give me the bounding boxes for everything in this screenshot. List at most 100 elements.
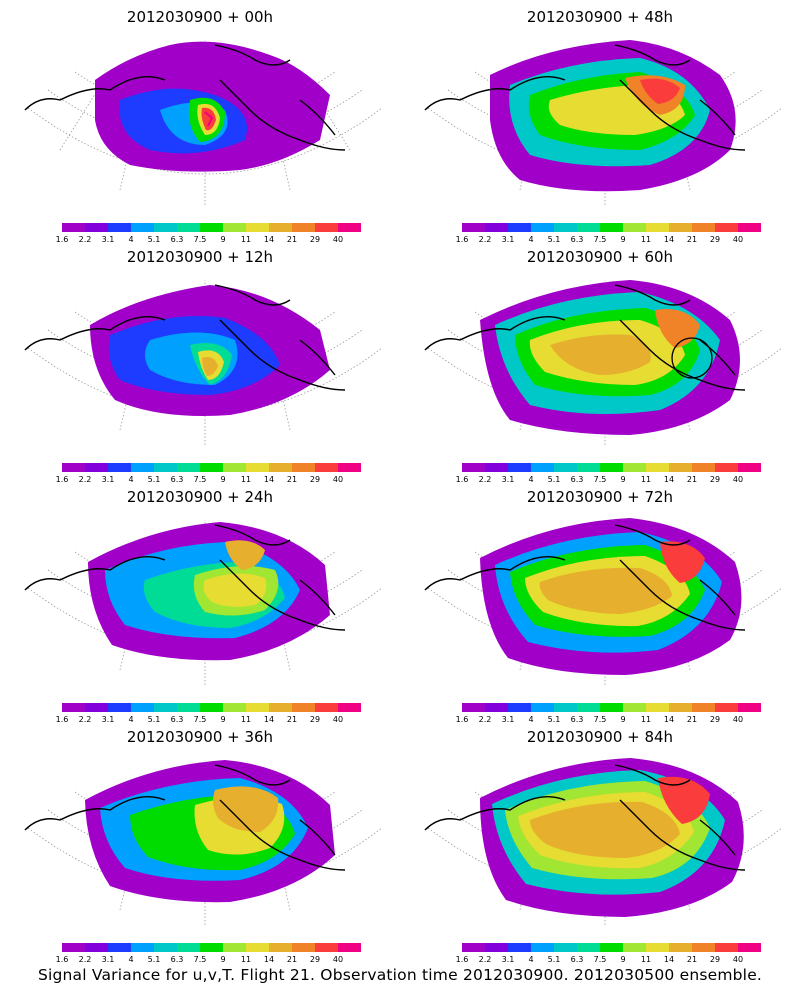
colorbar <box>462 943 761 952</box>
colorbar-label: 1.6 <box>455 955 469 964</box>
colorbar-label: 40 <box>332 955 344 964</box>
colorbar-swatch <box>62 223 85 232</box>
variance-map <box>424 518 783 685</box>
colorbar-swatch <box>462 463 485 472</box>
colorbar-swatch <box>531 703 554 712</box>
colorbar-labels: 1.6 2.2 3.1 4 5.1 6.3 7.5 9 11 14 21 29 … <box>56 715 361 725</box>
colorbar-label: 6.3 <box>570 715 584 724</box>
colorbar-label: 21 <box>286 955 298 964</box>
colorbar-swatch <box>738 463 761 472</box>
colorbar-label: 4 <box>128 235 134 244</box>
colorbar-swatch <box>315 703 338 712</box>
colorbar-swatch <box>531 943 554 952</box>
variance-map <box>24 40 383 205</box>
colorbar-swatch <box>623 223 646 232</box>
colorbar-label: 14 <box>663 475 675 484</box>
colorbar-swatch <box>177 943 200 952</box>
variance-field <box>480 280 740 435</box>
colorbar-swatch <box>715 223 738 232</box>
colorbar-label: 9 <box>620 235 626 244</box>
colorbar-label: 2.2 <box>478 475 492 484</box>
colorbar-label: 21 <box>286 715 298 724</box>
colorbar-swatch <box>131 943 154 952</box>
map-panel-36h: 2012030900 + 36h <box>0 720 400 964</box>
colorbar-labels: 1.6 2.2 3.1 4 5.1 6.3 7.5 9 11 14 21 29 … <box>56 235 361 245</box>
colorbar-label: 40 <box>732 715 744 724</box>
map-panel-72h: 2012030900 + 72h <box>400 480 800 724</box>
colorbar-swatch <box>223 703 246 712</box>
colorbar-label: 40 <box>332 475 344 484</box>
colorbar-label: 4 <box>528 475 534 484</box>
colorbar-swatch <box>269 943 292 952</box>
panel-title: 2012030900 + 84h <box>526 728 674 746</box>
variance-map <box>424 40 783 205</box>
colorbar-swatch <box>485 223 508 232</box>
colorbar-swatch <box>715 463 738 472</box>
observation-circle-marker <box>671 337 713 379</box>
colorbar-label: 7.5 <box>593 715 607 724</box>
colorbar-swatch <box>338 943 361 952</box>
colorbar-swatch <box>646 703 669 712</box>
colorbar-label: 11 <box>240 235 252 244</box>
colorbar-label: 29 <box>709 715 721 724</box>
colorbar-swatch <box>577 463 600 472</box>
colorbar-swatch <box>177 463 200 472</box>
colorbar-swatch <box>246 943 269 952</box>
colorbar-swatch <box>200 943 223 952</box>
variance-map <box>24 280 383 445</box>
colorbar <box>462 223 761 232</box>
colorbar-swatch <box>131 463 154 472</box>
colorbar-label: 1.6 <box>55 235 69 244</box>
colorbar-swatch <box>338 223 361 232</box>
colorbar-label: 21 <box>686 475 698 484</box>
colorbar-label: 7.5 <box>193 475 207 484</box>
colorbar-label: 1.6 <box>55 475 69 484</box>
colorbar-swatch <box>246 223 269 232</box>
colorbar-label: 6.3 <box>570 475 584 484</box>
colorbar-swatch <box>669 223 692 232</box>
coastlines <box>424 524 746 631</box>
colorbar-swatch <box>600 943 623 952</box>
colorbar-swatch <box>154 703 177 712</box>
colorbar-swatch <box>623 703 646 712</box>
colorbar-label: 3.1 <box>101 715 115 724</box>
colorbar-label: 11 <box>240 475 252 484</box>
colorbar-label: 14 <box>263 235 275 244</box>
colorbar-label: 2.2 <box>478 235 492 244</box>
colorbar-label: 9 <box>620 475 626 484</box>
colorbar-swatch <box>269 223 292 232</box>
colorbar-label: 5.1 <box>547 235 561 244</box>
colorbar <box>62 463 361 472</box>
colorbar-swatch <box>62 463 85 472</box>
colorbar-label: 40 <box>732 955 744 964</box>
colorbar-label: 11 <box>240 955 252 964</box>
colorbar-label: 14 <box>263 955 275 964</box>
colorbar-swatch <box>177 223 200 232</box>
colorbar-swatch <box>462 703 485 712</box>
colorbar-label: 2.2 <box>478 715 492 724</box>
colorbar-swatch <box>531 463 554 472</box>
colorbar-swatch <box>646 463 669 472</box>
colorbar-label: 40 <box>332 715 344 724</box>
colorbar-swatch <box>154 463 177 472</box>
colorbar-label: 4 <box>528 235 534 244</box>
colorbar-label: 9 <box>620 955 626 964</box>
colorbar-swatch <box>462 943 485 952</box>
colorbar-label: 7.5 <box>593 475 607 484</box>
colorbar-label: 11 <box>640 955 652 964</box>
colorbar-swatch <box>623 943 646 952</box>
colorbar-label: 29 <box>709 235 721 244</box>
colorbar-swatch <box>738 943 761 952</box>
colorbar-swatch <box>177 703 200 712</box>
colorbar-label: 11 <box>640 235 652 244</box>
colorbar-label: 14 <box>663 955 675 964</box>
colorbar-label: 29 <box>309 475 321 484</box>
colorbar-label: 29 <box>709 475 721 484</box>
colorbar-swatch <box>154 943 177 952</box>
variance-map <box>24 760 383 925</box>
colorbar-swatch <box>554 703 577 712</box>
colorbar-label: 9 <box>220 475 226 484</box>
colorbar-swatch <box>62 703 85 712</box>
colorbar-swatch <box>85 463 108 472</box>
colorbar-swatch <box>223 943 246 952</box>
